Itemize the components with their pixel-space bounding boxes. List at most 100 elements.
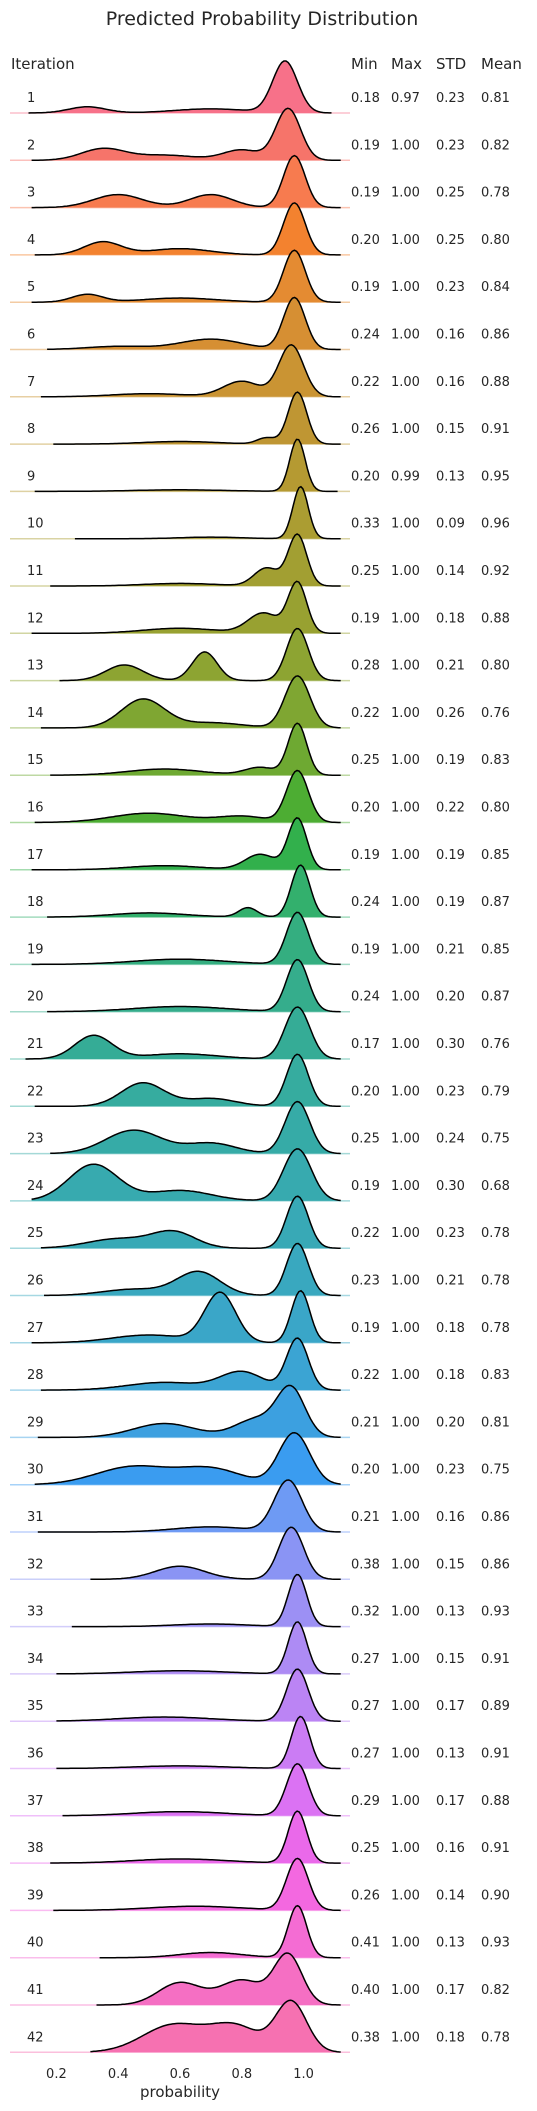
stat-std: 0.23 [436, 280, 465, 295]
stat-mean: 0.81 [481, 91, 510, 106]
iteration-label: 13 [27, 659, 44, 674]
ridge-row: 14 0.22 1.00 0.26 0.76 [10, 675, 510, 729]
stat-std: 0.30 [436, 1179, 465, 1194]
ridge-density-outline [40, 1337, 341, 1391]
iteration-label: 8 [27, 422, 35, 437]
ridge-density-fill [37, 1480, 341, 1532]
ridge-row: 31 0.21 1.00 0.16 0.86 [10, 1479, 510, 1533]
stat-max: 1.00 [391, 1605, 420, 1620]
stat-std: 0.20 [436, 990, 465, 1005]
x-tick-label: 0.6 [170, 2067, 191, 2082]
ridge-density-fill [34, 1054, 341, 1107]
ridge-density-outline [34, 769, 341, 824]
stat-mean: 0.76 [481, 706, 510, 721]
ridge-density-fill [56, 1669, 341, 1722]
stat-mean: 0.89 [481, 1699, 510, 1714]
iteration-label: 40 [27, 1936, 44, 1951]
stat-std: 0.23 [436, 138, 465, 153]
stat-min: 0.24 [351, 990, 380, 1005]
stat-max: 1.00 [391, 1132, 420, 1147]
ridge-row: 9 0.20 0.99 0.13 0.95 [10, 438, 510, 493]
stat-std: 0.13 [436, 1605, 465, 1620]
ridge-density-outline [37, 1479, 341, 1533]
stat-min: 0.19 [351, 138, 380, 153]
ridge-row: 18 0.24 1.00 0.19 0.87 [10, 864, 510, 918]
header-std: STD [436, 55, 466, 73]
header-iteration: Iteration [11, 55, 75, 73]
iteration-label: 17 [27, 848, 44, 863]
ridge-density-fill [40, 1338, 341, 1391]
stat-std: 0.21 [436, 659, 465, 674]
ridge-row: 13 0.28 1.00 0.21 0.80 [10, 627, 510, 682]
iteration-label: 29 [27, 1415, 44, 1430]
ridge-row: 10 0.33 1.00 0.09 0.96 [10, 485, 510, 540]
ridge-row: 29 0.21 1.00 0.20 0.81 [10, 1384, 510, 1439]
ridge-density-fill [34, 202, 341, 255]
stat-max: 1.00 [391, 848, 420, 863]
ridge-density-outline [34, 1053, 341, 1108]
stat-min: 0.22 [351, 706, 380, 721]
stat-min: 0.21 [351, 1510, 380, 1525]
ridge-density-outline [47, 296, 341, 351]
ridge-density-outline [31, 154, 341, 209]
stat-std: 0.13 [436, 1936, 465, 1951]
stat-min: 0.20 [351, 233, 380, 248]
stat-mean: 0.88 [481, 375, 510, 390]
stat-std: 0.16 [436, 328, 465, 343]
ridge-density-outline [44, 1242, 341, 1297]
ridge-row: 38 0.25 1.00 0.16 0.91 [10, 1810, 510, 1864]
stat-std: 0.21 [436, 942, 465, 957]
iteration-label: 21 [27, 1037, 44, 1052]
ridge-density-fill [40, 1196, 341, 1249]
ridge-row: 23 0.25 1.00 0.24 0.75 [10, 1100, 510, 1155]
stat-std: 0.15 [436, 422, 465, 437]
stat-std: 0.13 [436, 1747, 465, 1762]
stat-std: 0.18 [436, 1321, 465, 1336]
stat-mean: 0.87 [481, 895, 510, 910]
x-tick-label: 0.4 [108, 2067, 129, 2082]
stat-std: 0.25 [436, 186, 465, 201]
stat-max: 1.00 [391, 517, 420, 532]
iteration-label: 23 [27, 1132, 44, 1147]
ridge-row: 7 0.22 1.00 0.16 0.88 [10, 344, 510, 398]
stat-std: 0.18 [436, 611, 465, 626]
stat-max: 1.00 [391, 1983, 420, 1998]
ridge-density-fill [40, 675, 341, 728]
iteration-label: 16 [27, 801, 44, 816]
ridge-rows: 1 0.18 0.97 0.23 0.812 0.19 1.00 0.23 0.823 0.19 1… [10, 60, 510, 2054]
stat-std: 0.09 [436, 517, 465, 532]
ridge-density-fill [53, 1858, 341, 1911]
stat-std: 0.22 [436, 801, 465, 816]
x-tick-label: 0.8 [231, 2067, 252, 2082]
stat-min: 0.41 [351, 1936, 380, 1951]
ridge-row: 17 0.19 1.00 0.19 0.85 [10, 816, 510, 871]
stat-min: 0.27 [351, 1747, 380, 1762]
stat-min: 0.22 [351, 375, 380, 390]
ridge-density-fill [47, 865, 341, 918]
ridge-density-fill [50, 723, 341, 776]
iteration-label: 35 [27, 1699, 44, 1714]
stat-min: 0.19 [351, 186, 380, 201]
stat-std: 0.23 [436, 1226, 465, 1241]
ridge-row: 21 0.17 1.00 0.30 0.76 [10, 1006, 510, 1060]
iteration-label: 19 [27, 942, 44, 957]
iteration-label: 42 [27, 2030, 44, 2045]
stat-max: 1.00 [391, 1368, 420, 1383]
stat-mean: 0.68 [481, 1179, 510, 1194]
stat-max: 1.00 [391, 375, 420, 390]
ridge-density-fill [31, 1148, 341, 1201]
x-axis-label: probability [140, 2083, 220, 2101]
ridge-density-fill [25, 1007, 341, 1059]
ridge-density-outline [40, 1195, 341, 1249]
ridge-row: 42 0.38 1.00 0.18 0.78 [10, 1999, 510, 2054]
iteration-label: 26 [27, 1274, 44, 1289]
ridge-density-fill [96, 1953, 341, 2005]
stat-min: 0.25 [351, 1841, 380, 1856]
stat-std: 0.14 [436, 564, 465, 579]
ridge-density-fill [37, 1385, 341, 1438]
iteration-label: 3 [27, 186, 35, 201]
ridge-density-outline [31, 1289, 341, 1344]
stat-std: 0.19 [436, 895, 465, 910]
stat-std: 0.16 [436, 1841, 465, 1856]
